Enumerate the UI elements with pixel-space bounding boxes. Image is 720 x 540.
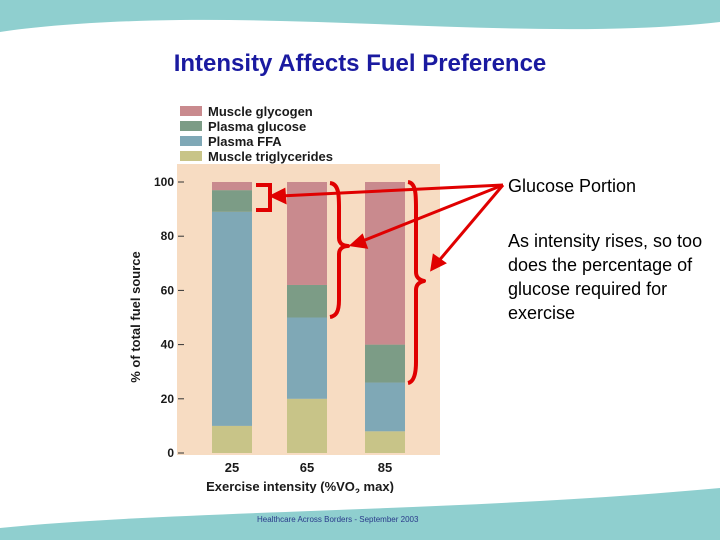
legend-label: Muscle triglycerides [208, 149, 333, 164]
bar-segment-muscle-glycogen [287, 182, 327, 285]
bar-segment-muscle-glycogen [365, 182, 405, 345]
bar-segment-plasma-ffa [365, 382, 405, 432]
bar-segment-muscle-glycogen [212, 182, 252, 191]
legend-swatch [180, 136, 202, 146]
bar-segment-muscle-triglycerides [212, 425, 252, 453]
y-tick-label: 60 [161, 283, 175, 297]
y-tick-label: 40 [161, 338, 175, 352]
bar-segment-plasma-ffa [212, 211, 252, 426]
bottom-swoosh [0, 488, 720, 540]
x-axis-label-end: max) [360, 479, 394, 493]
legend-label: Plasma glucose [208, 119, 306, 134]
y-tick-label: 80 [161, 229, 175, 243]
legend-swatch [180, 106, 202, 116]
slide-title: Intensity Affects Fuel Preference [173, 50, 547, 77]
bar-segment-plasma-ffa [287, 317, 327, 399]
fuel-source-chart: 0 20 40 60 80 100 % of total fuel source 25 65 85… [128, 104, 440, 493]
legend-label: Plasma FFA [208, 134, 282, 149]
x-tick-label: 85 [378, 460, 392, 475]
y-axis-label: % of total fuel source [128, 251, 143, 382]
x-tick-label: 65 [300, 460, 314, 475]
callout-intensity-explanation: As intensity rises, so too does the perc… [508, 231, 703, 323]
y-tick-label: 100 [154, 175, 174, 189]
x-tick-label: 25 [225, 460, 239, 475]
top-swoosh [0, 0, 720, 32]
x-axis-label-main: Exercise intensity (%VO [206, 479, 355, 493]
legend-swatch [180, 121, 202, 131]
bar-segment-plasma-glucose [287, 284, 327, 318]
y-tick-label: 20 [161, 392, 175, 406]
bar-segment-muscle-triglycerides [287, 398, 327, 453]
chart-panel: 0 20 40 60 80 100 % of total fuel source 25 65 85… [122, 98, 442, 493]
bar-segment-muscle-triglycerides [365, 431, 405, 453]
legend-label: Muscle glycogen [208, 104, 313, 119]
bar-segment-plasma-glucose [365, 344, 405, 383]
callout-glucose-portion: Glucose Portion [508, 176, 637, 196]
bar-segment-plasma-glucose [212, 190, 252, 212]
legend-swatch [180, 151, 202, 161]
x-axis-label-subscript: 2 [355, 487, 360, 493]
slide-footer: Healthcare Across Borders - September 20… [257, 515, 419, 524]
x-axis-label: Exercise intensity (%VO2 max) [206, 479, 394, 493]
y-tick-label: 0 [167, 446, 174, 460]
